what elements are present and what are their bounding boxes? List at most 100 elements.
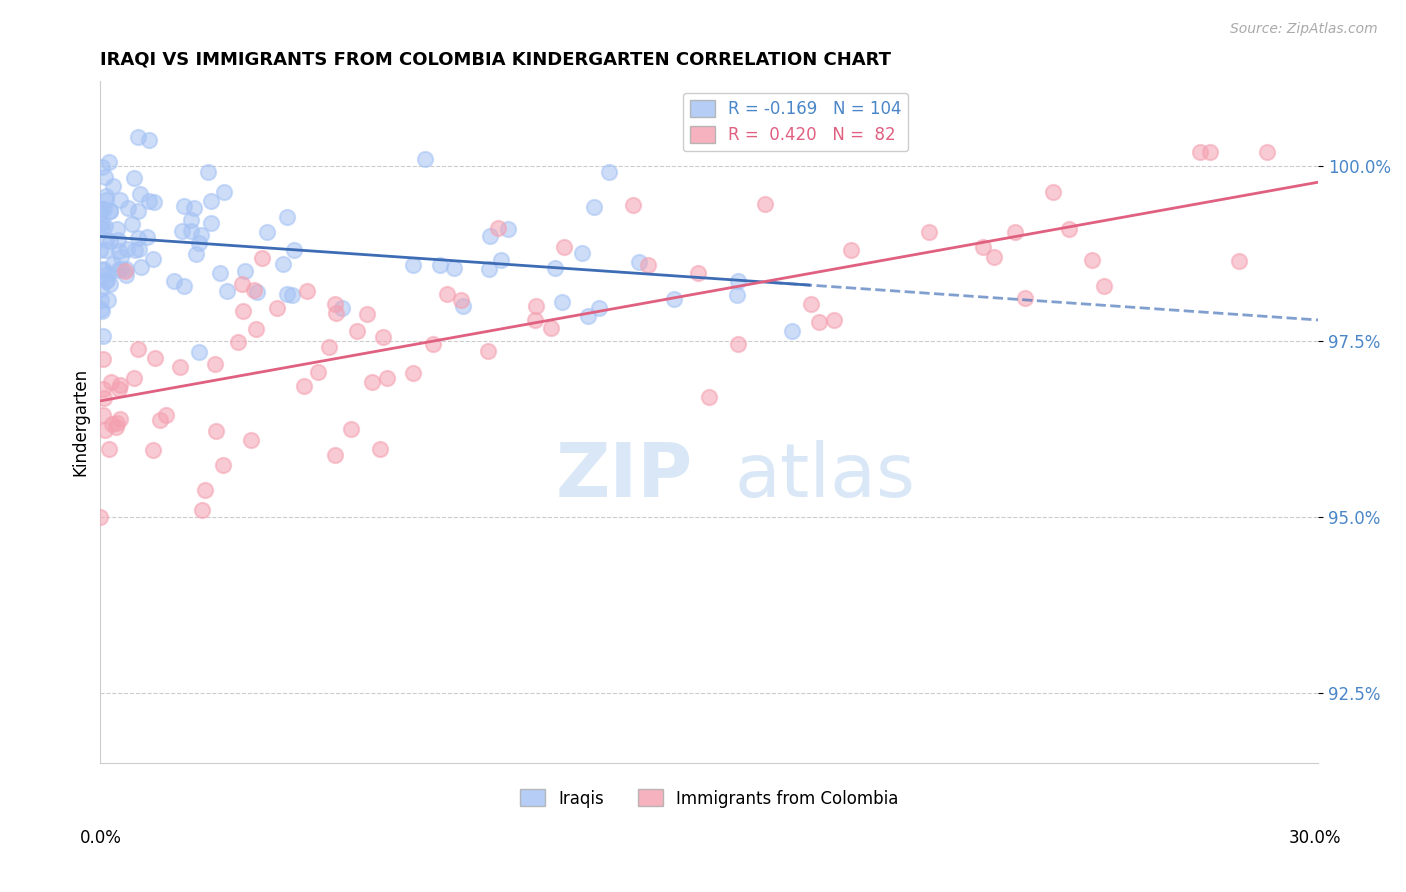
Point [155, 408, 177, 422]
Point [91, 261, 114, 276]
Point [190, 502, 212, 516]
Point [283, 243, 305, 257]
Point [1042, 185, 1064, 199]
Point [138, 194, 160, 208]
Point [243, 283, 266, 297]
Point [89, 217, 111, 231]
Point [127, 204, 149, 219]
Point [228, 334, 250, 349]
Point [339, 422, 361, 436]
Point [143, 351, 166, 365]
Point [1014, 291, 1036, 305]
Point [598, 165, 620, 179]
Point [115, 261, 138, 276]
Point [138, 133, 160, 147]
Text: 30.0%: 30.0% [1288, 829, 1341, 847]
Point [489, 252, 512, 267]
Point [478, 262, 501, 277]
Point [173, 279, 195, 293]
Point [91, 263, 114, 277]
Point [422, 337, 444, 351]
Point [360, 375, 382, 389]
Point [486, 221, 509, 235]
Point [544, 260, 567, 275]
Point [129, 187, 152, 202]
Point [110, 261, 132, 276]
Point [105, 416, 128, 430]
Point [1059, 222, 1081, 236]
Point [637, 259, 659, 273]
Point [727, 337, 749, 351]
Text: atlas: atlas [734, 441, 915, 513]
Point [91, 328, 114, 343]
Point [325, 306, 347, 320]
Point [346, 324, 368, 338]
Point [292, 379, 315, 393]
Point [271, 257, 294, 271]
Point [245, 322, 267, 336]
Point [823, 313, 845, 327]
Point [117, 242, 139, 256]
Point [450, 293, 472, 307]
Point [1081, 252, 1104, 267]
Point [576, 309, 599, 323]
Point [523, 313, 546, 327]
Point [972, 240, 994, 254]
Point [96, 188, 118, 202]
Point [212, 185, 235, 199]
Point [401, 366, 423, 380]
Point [129, 260, 152, 275]
Point [91, 160, 114, 174]
Point [124, 243, 146, 257]
Point [94, 424, 117, 438]
Point [323, 297, 346, 311]
Point [478, 229, 501, 244]
Point [97, 442, 120, 457]
Point [217, 284, 239, 298]
Point [983, 250, 1005, 264]
Point [453, 299, 475, 313]
Point [94, 244, 117, 258]
Point [107, 233, 129, 247]
Point [1092, 279, 1115, 293]
Point [240, 433, 263, 447]
Point [98, 155, 121, 169]
Point [754, 196, 776, 211]
Point [443, 261, 465, 276]
Point [1189, 145, 1212, 159]
Point [91, 351, 114, 366]
Legend: Iraqis, Immigrants from Colombia: Iraqis, Immigrants from Colombia [513, 782, 905, 814]
Point [114, 264, 136, 278]
Point [105, 221, 128, 235]
Point [169, 359, 191, 374]
Point [98, 277, 121, 292]
Point [621, 198, 644, 212]
Point [200, 194, 222, 208]
Point [540, 321, 562, 335]
Point [373, 330, 395, 344]
Point [524, 299, 547, 313]
Point [105, 419, 128, 434]
Point [727, 274, 749, 288]
Point [917, 226, 939, 240]
Point [136, 230, 159, 244]
Point [107, 244, 129, 258]
Point [173, 199, 195, 213]
Point [108, 378, 131, 392]
Point [90, 202, 112, 217]
Point [94, 193, 117, 207]
Point [127, 130, 149, 145]
Point [197, 165, 219, 179]
Point [233, 263, 256, 277]
Point [96, 293, 118, 307]
Point [368, 442, 391, 457]
Text: ZIP: ZIP [555, 441, 693, 513]
Point [246, 285, 269, 300]
Point [697, 391, 720, 405]
Point [211, 458, 233, 472]
Point [90, 202, 112, 216]
Point [90, 301, 112, 316]
Point [91, 408, 114, 422]
Point [200, 216, 222, 230]
Point [187, 236, 209, 251]
